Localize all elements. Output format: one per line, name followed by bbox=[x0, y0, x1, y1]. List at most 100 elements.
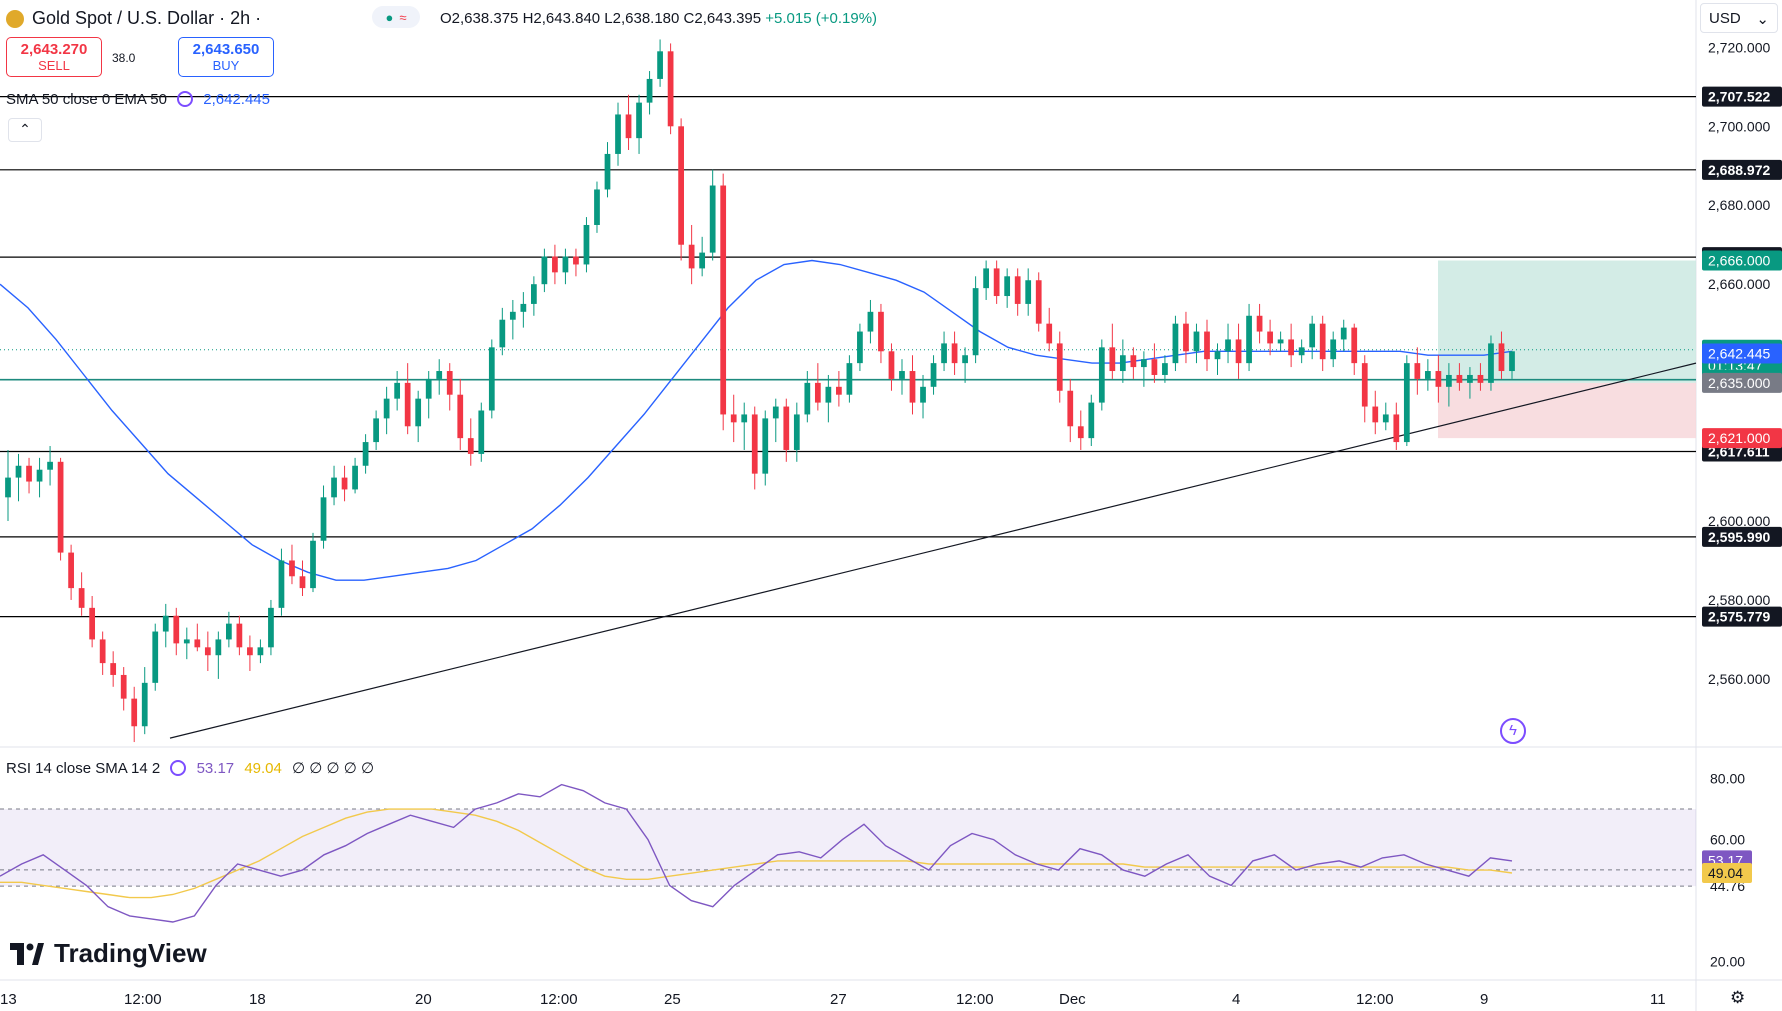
candle-body bbox=[899, 371, 905, 379]
candle-body bbox=[962, 355, 968, 364]
candle-body bbox=[68, 552, 74, 589]
lightning-icon[interactable]: ϟ bbox=[1500, 718, 1526, 744]
candle-body bbox=[1109, 347, 1116, 372]
candle-body bbox=[825, 386, 832, 403]
time-tick-label: 12:00 bbox=[1356, 991, 1394, 1008]
candle-body bbox=[467, 438, 474, 454]
time-tick-label: Dec bbox=[1059, 991, 1086, 1008]
time-tick-label: 12:00 bbox=[956, 991, 994, 1008]
price-badge-label: 2,621.000 bbox=[1708, 430, 1770, 446]
candle-body bbox=[751, 414, 758, 474]
candle-body bbox=[531, 284, 537, 304]
candle-body bbox=[131, 698, 138, 727]
candle-body bbox=[857, 331, 863, 364]
sma-legend-value: 2,642.445 bbox=[203, 91, 270, 108]
candle-body bbox=[78, 588, 85, 608]
sell-button[interactable]: 2,643.270 SELL bbox=[6, 37, 102, 77]
candle-body bbox=[1446, 374, 1452, 387]
candle-body bbox=[57, 461, 64, 553]
candle-body bbox=[762, 418, 769, 474]
candle-body bbox=[594, 189, 600, 225]
price-badge-label: 2,666.000 bbox=[1708, 253, 1770, 269]
candle-body bbox=[1340, 327, 1347, 340]
time-tick-label: 12:00 bbox=[124, 991, 162, 1008]
level-badge-label: 2,575.779 bbox=[1708, 609, 1770, 625]
candle-body bbox=[625, 114, 632, 139]
symbol-title[interactable]: Gold Spot / U.S. Dollar · 2h · bbox=[6, 8, 261, 29]
rsi-tick-label: 60.00 bbox=[1710, 832, 1745, 848]
settings-gear-icon[interactable]: ⚙ bbox=[1730, 988, 1746, 1007]
candle-body bbox=[99, 639, 106, 664]
candle-body bbox=[36, 469, 43, 482]
candle-body bbox=[1235, 339, 1242, 364]
candle-body bbox=[888, 351, 895, 379]
candle-body bbox=[425, 378, 432, 399]
candle-body bbox=[1077, 426, 1084, 439]
candle-body bbox=[1141, 359, 1147, 368]
collapse-legend-button[interactable]: ⌃ bbox=[8, 118, 42, 142]
candle-body bbox=[278, 560, 285, 608]
candle-body bbox=[1246, 315, 1252, 364]
candle-body bbox=[1046, 323, 1053, 344]
indicator-status-pill[interactable]: ● ≈ bbox=[372, 6, 420, 28]
candle-body bbox=[310, 540, 316, 589]
candle-body bbox=[1414, 363, 1421, 379]
candle-body bbox=[26, 465, 32, 482]
candle-body bbox=[404, 382, 411, 427]
candle-body bbox=[1509, 351, 1515, 372]
candle-body bbox=[983, 268, 989, 289]
candle-body bbox=[1088, 402, 1095, 439]
buy-button[interactable]: 2,643.650 BUY bbox=[178, 37, 274, 77]
candle-body bbox=[394, 382, 401, 399]
candle-body bbox=[783, 406, 790, 450]
tradingview-logo[interactable]: TradingView bbox=[10, 938, 207, 969]
symbol-label: Gold Spot / U.S. Dollar · 2h · bbox=[32, 8, 262, 28]
price-badge-label: 2,642.445 bbox=[1708, 345, 1770, 361]
rsi-legend-label: RSI 14 close SMA 14 2 bbox=[6, 760, 161, 777]
candle-body bbox=[1214, 351, 1221, 360]
price-tick-label: 2,600.000 bbox=[1708, 513, 1770, 529]
sell-label: SELL bbox=[38, 58, 70, 73]
level-badge-label: 2,707.522 bbox=[1708, 89, 1770, 105]
candle-body bbox=[173, 615, 180, 644]
candle-body bbox=[47, 461, 53, 470]
candle-body bbox=[5, 477, 11, 498]
candle-body bbox=[1372, 406, 1379, 423]
candle-body bbox=[415, 398, 422, 427]
trendline bbox=[169, 362, 1697, 739]
rsi-legend[interactable]: RSI 14 close SMA 14 2 53.17 49.04 ∅ ∅ ∅ … bbox=[6, 759, 374, 777]
spread-value: 38.0 bbox=[112, 51, 136, 65]
candle-body bbox=[1477, 374, 1484, 383]
candle-body bbox=[836, 386, 842, 395]
candle-body bbox=[1288, 339, 1295, 356]
level-badge bbox=[1702, 86, 1782, 107]
price-badge bbox=[1702, 250, 1782, 271]
price-tick-label: 2,720.000 bbox=[1708, 39, 1770, 55]
candle-body bbox=[1025, 280, 1032, 304]
level-badge bbox=[1702, 159, 1782, 180]
time-tick-label: 12:00 bbox=[540, 991, 578, 1008]
candle-body bbox=[383, 398, 390, 419]
candle-body bbox=[636, 102, 642, 139]
candle-body bbox=[951, 343, 958, 364]
candle-body bbox=[1298, 347, 1305, 356]
candle-body bbox=[793, 414, 800, 450]
sma-legend[interactable]: SMA 50 close 0 EMA 50 2,642.445 bbox=[6, 91, 270, 108]
ohlc-change: +5.015 (+0.19%) bbox=[765, 10, 878, 27]
candle-body bbox=[509, 311, 516, 320]
candle-body bbox=[204, 647, 211, 656]
buy-price: 2,643.650 bbox=[192, 41, 260, 58]
candle-body bbox=[552, 256, 558, 273]
price-badge-label: 2,635.000 bbox=[1708, 375, 1770, 391]
candle-body bbox=[299, 576, 306, 589]
candle-body bbox=[488, 347, 495, 411]
refresh-icon[interactable] bbox=[170, 760, 187, 776]
currency-select[interactable]: USD ⌄ bbox=[1700, 3, 1778, 33]
refresh-icon[interactable] bbox=[177, 91, 194, 107]
candle-body bbox=[1004, 276, 1011, 297]
candle-body bbox=[478, 410, 485, 454]
candle-body bbox=[804, 382, 811, 415]
candle-body bbox=[257, 647, 264, 656]
candle-body bbox=[720, 185, 727, 415]
